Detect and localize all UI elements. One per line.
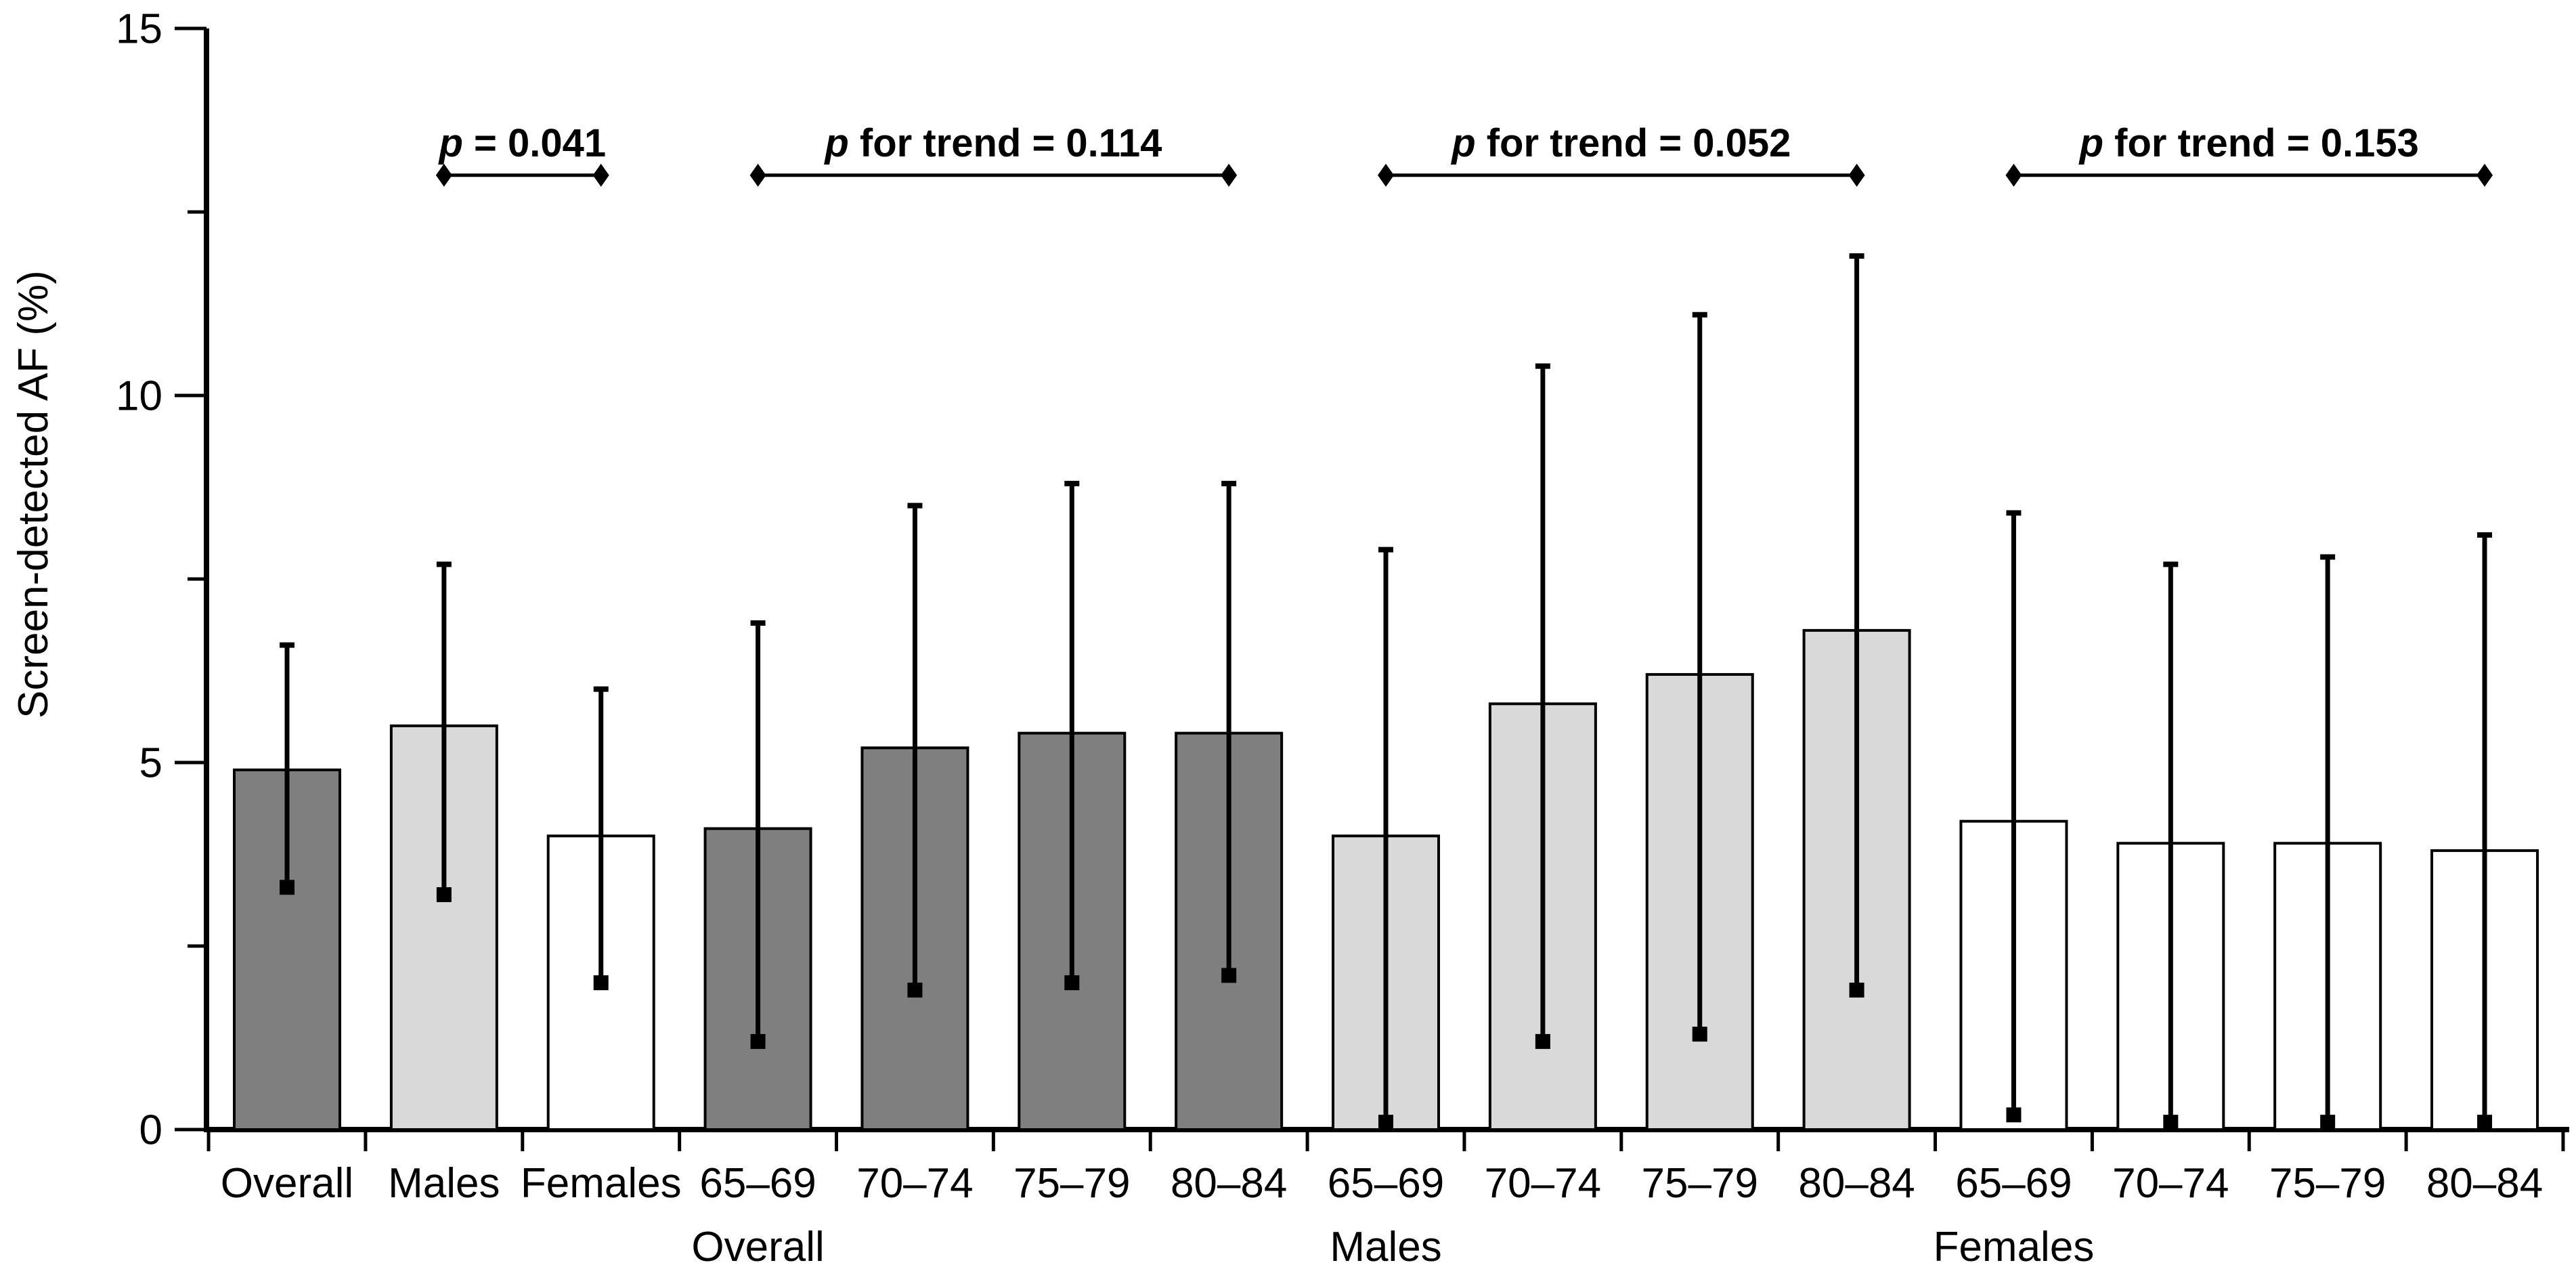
error-cap-top bbox=[2006, 510, 2022, 516]
error-cap-bottom bbox=[436, 887, 452, 903]
annotation-diamond bbox=[435, 163, 452, 187]
error-cap-top bbox=[907, 502, 923, 509]
annotation: p = 0.041 bbox=[435, 121, 609, 187]
annotation-label: p for trend = 0.052 bbox=[1450, 121, 1791, 165]
error-cap-top bbox=[2477, 532, 2493, 538]
error-cap-top bbox=[593, 686, 609, 692]
error-cap-bottom bbox=[280, 880, 294, 895]
error-cap-top bbox=[1378, 546, 1394, 553]
error-cap-top bbox=[1064, 481, 1080, 487]
error-cap-bottom bbox=[1064, 975, 1080, 991]
annotation-diamond bbox=[2476, 163, 2493, 187]
error-bar bbox=[280, 642, 294, 895]
error-cap-top bbox=[1535, 363, 1550, 369]
error-bar bbox=[2163, 561, 2179, 1130]
error-bar bbox=[2006, 510, 2022, 1123]
x-axis bbox=[204, 1127, 2569, 1151]
x-tick-label: 65–69 bbox=[699, 1160, 816, 1207]
error-cap-bottom bbox=[593, 975, 609, 991]
annotation-label: p for trend = 0.114 bbox=[823, 121, 1162, 165]
error-cap-top bbox=[2320, 554, 2336, 560]
error-bar bbox=[1378, 546, 1394, 1130]
error-cap-bottom bbox=[907, 983, 923, 998]
x-tick-label: 75–79 bbox=[1642, 1160, 1758, 1207]
x-tick-label: 70–74 bbox=[856, 1160, 973, 1207]
annotation-diamond bbox=[1848, 163, 1865, 187]
error-bar bbox=[593, 686, 609, 991]
y-axis-title: Screen-detected AF (%) bbox=[10, 270, 57, 719]
annotation-label: p = 0.041 bbox=[437, 121, 606, 165]
annotation-diamond bbox=[592, 163, 609, 187]
error-cap-top bbox=[750, 620, 766, 626]
error-cap-bottom bbox=[2163, 1115, 2179, 1130]
annotation: p for trend = 0.114 bbox=[749, 121, 1238, 187]
x-tick-label: 65–69 bbox=[1328, 1160, 1444, 1207]
y-axis: 0 5 10 15 Screen-detected AF (%) bbox=[10, 6, 209, 1154]
error-cap-top bbox=[436, 561, 452, 567]
error-bar bbox=[907, 502, 923, 998]
error-bar bbox=[1064, 481, 1080, 991]
error-cap-top bbox=[1849, 253, 1864, 259]
annotation-diamond bbox=[749, 163, 766, 187]
error-bar bbox=[2477, 532, 2493, 1130]
annotation-diamond bbox=[2005, 163, 2022, 187]
x-tick-label: 65–69 bbox=[1955, 1160, 2072, 1207]
error-bar bbox=[1849, 253, 1864, 998]
error-cap-top bbox=[280, 642, 294, 648]
error-cap-bottom bbox=[1692, 1027, 1707, 1042]
error-bar bbox=[2320, 554, 2336, 1130]
error-bar bbox=[1221, 481, 1237, 983]
annotation-diamond bbox=[1378, 163, 1395, 187]
y-axis-tick-label: 10 bbox=[116, 373, 162, 420]
error-cap-bottom bbox=[1221, 968, 1237, 983]
x-tick-label: Females bbox=[521, 1160, 682, 1207]
x-tick-label: 70–74 bbox=[1485, 1160, 1601, 1207]
x-tick-label: 75–79 bbox=[2269, 1160, 2386, 1207]
error-cap-bottom bbox=[750, 1033, 766, 1049]
annotation: p for trend = 0.153 bbox=[2005, 121, 2493, 187]
bars bbox=[233, 253, 2539, 1132]
error-cap-top bbox=[1221, 481, 1237, 487]
error-cap-bottom bbox=[2320, 1115, 2336, 1130]
error-cap-bottom bbox=[1535, 1033, 1550, 1049]
error-bar bbox=[1535, 363, 1550, 1049]
x-tick-label: 80–84 bbox=[1171, 1160, 1287, 1207]
error-bar bbox=[436, 561, 452, 903]
error-cap-bottom bbox=[2006, 1107, 2022, 1123]
x-tick-label: 80–84 bbox=[1798, 1160, 1915, 1207]
x-tick-label: 70–74 bbox=[2112, 1160, 2229, 1207]
error-cap-bottom bbox=[1849, 983, 1864, 998]
y-axis-tick-label: 0 bbox=[139, 1107, 162, 1154]
error-cap-bottom bbox=[2477, 1115, 2493, 1130]
x-tick-label: 80–84 bbox=[2426, 1160, 2543, 1207]
error-cap-bottom bbox=[1378, 1115, 1394, 1130]
y-axis-tick-label: 15 bbox=[116, 6, 162, 53]
y-axis-tick-label: 5 bbox=[139, 740, 162, 787]
error-bar bbox=[750, 620, 766, 1049]
x-group-label: Females bbox=[1934, 1224, 2095, 1270]
annotation: p for trend = 0.052 bbox=[1378, 121, 1865, 187]
annotation-diamond bbox=[1221, 163, 1238, 187]
annotation-label: p for trend = 0.153 bbox=[2078, 121, 2419, 165]
error-bar bbox=[1692, 312, 1707, 1042]
x-tick-label: 75–79 bbox=[1013, 1160, 1130, 1207]
x-tick-label: Overall bbox=[221, 1160, 353, 1207]
x-axis-labels: Overall Males Females 65–69 70–74 75–79 80–84 6… bbox=[221, 1160, 2543, 1270]
annotations: p = 0.041 p for trend = 0.114 p for trend … bbox=[435, 121, 2493, 187]
x-group-label: Overall bbox=[691, 1224, 824, 1270]
x-tick-label: Males bbox=[388, 1160, 500, 1207]
error-cap-top bbox=[1692, 312, 1707, 318]
error-cap-top bbox=[2163, 561, 2179, 567]
x-group-label: Males bbox=[1330, 1224, 1441, 1270]
